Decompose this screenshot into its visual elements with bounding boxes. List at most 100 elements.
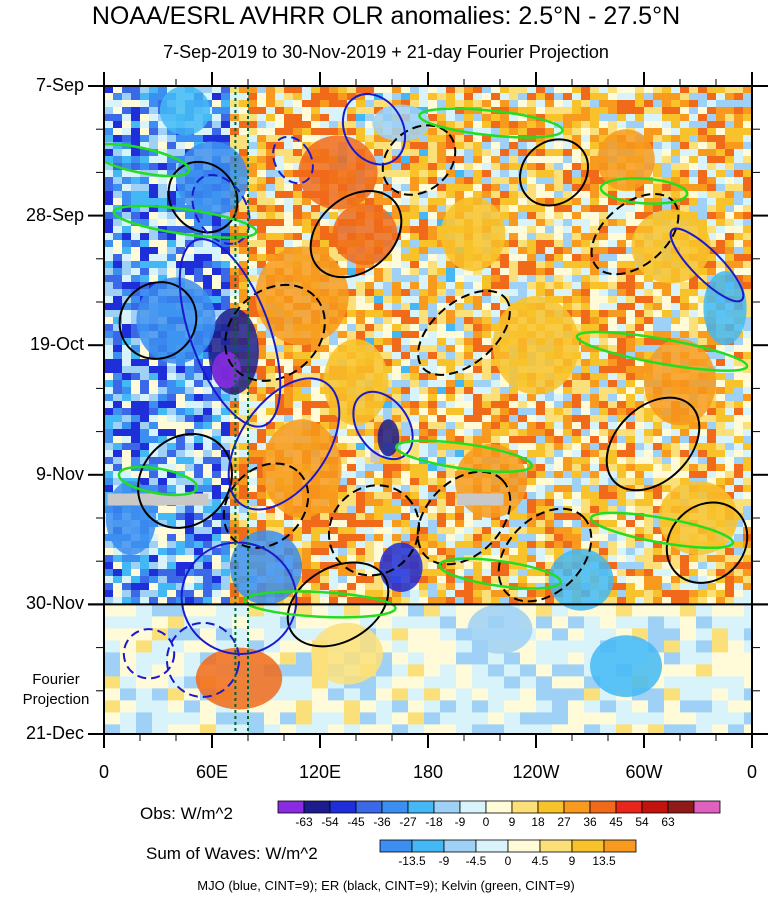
field-cell <box>122 107 132 115</box>
field-cell <box>527 205 537 213</box>
field-cell <box>581 443 591 451</box>
field-cell <box>554 499 564 507</box>
field-cell <box>410 275 420 283</box>
field-cell <box>482 394 492 402</box>
field-cell <box>338 569 348 577</box>
field-cell <box>581 247 591 255</box>
field-cell <box>527 555 537 563</box>
field-cell <box>284 387 294 395</box>
field-cell <box>446 149 456 157</box>
field-cell <box>518 261 528 269</box>
field-cell <box>446 359 456 367</box>
field-cell <box>104 541 114 549</box>
field-cell <box>338 520 348 528</box>
field-cell <box>644 135 654 143</box>
field-cell <box>167 562 177 570</box>
field-cell <box>239 478 249 486</box>
field-cell <box>563 128 573 136</box>
field-cell <box>554 457 564 465</box>
field-cell <box>743 366 752 374</box>
field-cell <box>230 296 240 304</box>
field-cell <box>725 485 735 493</box>
field-cell <box>392 492 402 500</box>
field-cell <box>419 534 429 542</box>
field-cell <box>266 128 276 136</box>
field-cell <box>455 534 465 542</box>
field-cell <box>176 464 186 472</box>
field-cell <box>725 142 735 150</box>
field-cell <box>617 345 627 353</box>
field-cell <box>734 513 744 521</box>
field-cell <box>266 338 276 346</box>
field-cell <box>140 422 150 430</box>
field-cell <box>500 443 510 451</box>
field-cell <box>680 450 690 458</box>
field-cell <box>104 443 114 451</box>
field-cell <box>113 569 123 577</box>
field-cell <box>734 408 744 416</box>
field-cell <box>203 366 213 374</box>
field-cell <box>644 184 654 192</box>
field-cell <box>149 415 159 423</box>
field-cell <box>293 366 303 374</box>
field-cell <box>311 548 321 556</box>
field-cell <box>122 261 132 269</box>
field-cell <box>239 254 249 262</box>
field-cell <box>473 415 483 423</box>
field-cell <box>743 275 752 283</box>
field-cell <box>158 464 168 472</box>
field-cell <box>644 114 654 122</box>
field-cell <box>455 275 465 283</box>
field-cell <box>284 366 294 374</box>
field-cell <box>590 471 600 479</box>
field-cell <box>104 86 114 94</box>
field-cell <box>671 422 681 430</box>
field-cell <box>194 128 204 136</box>
field-cell <box>437 366 447 374</box>
field-cell <box>509 555 519 563</box>
field-cell <box>365 310 375 318</box>
field-cell <box>248 247 258 255</box>
field-cell <box>446 345 456 353</box>
field-cell <box>320 569 330 577</box>
field-cell <box>167 422 177 430</box>
field-cell <box>482 359 492 367</box>
field-cell <box>635 541 645 549</box>
field-cell <box>455 289 465 297</box>
field-cell <box>401 429 411 437</box>
field-cell <box>212 275 222 283</box>
field-cell <box>437 163 447 171</box>
field-cell <box>464 121 474 129</box>
field-cell <box>113 233 123 241</box>
field-cell <box>158 135 168 143</box>
field-cell <box>185 541 195 549</box>
field-cell <box>590 121 600 129</box>
field-cell <box>599 450 609 458</box>
field-cell <box>554 478 564 486</box>
field-cell <box>212 457 222 465</box>
field-cell <box>221 415 231 423</box>
field-cell <box>707 226 717 234</box>
field-cell <box>563 380 573 388</box>
field-cell <box>401 163 411 171</box>
field-cell <box>257 254 267 262</box>
field-cell <box>599 177 609 185</box>
field-cell <box>419 401 429 409</box>
field-cell <box>698 156 708 164</box>
field-cell <box>671 436 681 444</box>
field-cell <box>275 345 285 353</box>
field-cell <box>464 562 474 570</box>
field-cell <box>401 86 411 94</box>
field-cell <box>725 198 735 206</box>
field-cell <box>158 254 168 262</box>
field-cell <box>320 527 330 535</box>
field-cell <box>419 429 429 437</box>
field-cell <box>572 415 582 423</box>
field-cell <box>338 107 348 115</box>
field-cell <box>518 191 528 199</box>
field-cell <box>221 443 231 451</box>
field-cell <box>455 100 465 108</box>
field-cell <box>383 366 393 374</box>
field-cell <box>644 506 654 514</box>
field-cell <box>203 555 213 563</box>
